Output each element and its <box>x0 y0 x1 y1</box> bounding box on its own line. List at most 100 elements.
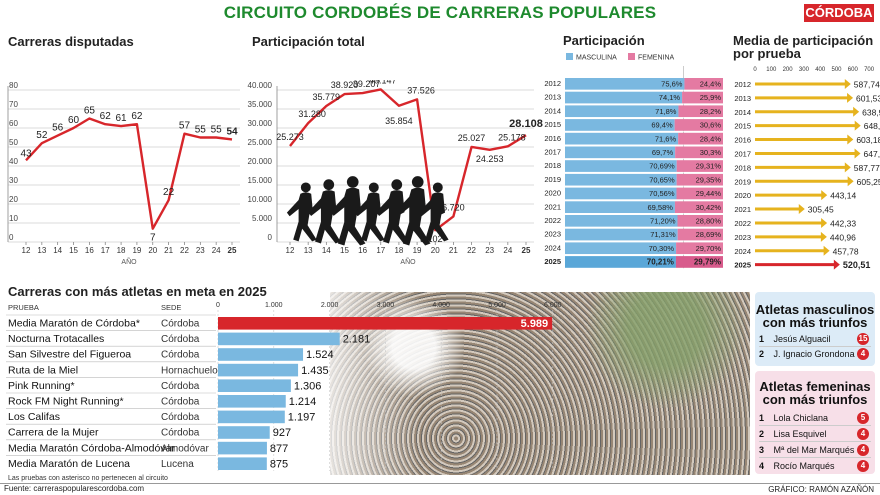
participacion-y-tick-label: 15.000 <box>248 176 273 185</box>
winner-female-row: 2 Lisa Esquivel 4 <box>759 427 871 442</box>
participacion-y-tick-label: 20.000 <box>248 157 273 166</box>
media-value-label: 603,18 <box>856 135 880 145</box>
race-name-label: Media Maratón de Lucena <box>8 458 130 470</box>
gender-year-label: 2015 <box>544 120 561 129</box>
bar-masculina <box>565 201 675 213</box>
gender-year-label: 2013 <box>544 93 561 102</box>
gender-year-label: 2023 <box>544 230 561 239</box>
bar-femenina <box>675 146 723 159</box>
race-sede-label: Córdoba <box>161 319 200 330</box>
participacion-data-label: 35.779 <box>313 92 341 102</box>
runner-silhouette-icon <box>376 179 409 244</box>
media-year-label: 2019 <box>734 177 751 186</box>
participacion-x-tick-label: 24 <box>503 246 512 255</box>
carreras-y-tick-label: 10 <box>9 214 18 223</box>
carreras-y-tick-label: 70 <box>9 100 18 109</box>
bar-masculina <box>565 91 683 104</box>
runner-head <box>346 176 359 188</box>
media-year-label: 2015 <box>734 122 751 131</box>
race-value-label: 875 <box>270 458 288 470</box>
media-title-line2: por prueba <box>733 46 801 61</box>
participacion-x-tick-label: 20 <box>431 246 440 255</box>
bar-femenina <box>676 173 723 186</box>
gender-bar-chart: MASCULINA FEMENINA 2012 75,6% 24,4% 2013 74,1%… <box>544 53 723 269</box>
media-title-line1: Media de participación <box>733 33 874 48</box>
race-bar <box>218 395 286 408</box>
carreras-x-tick-label: 15 <box>69 246 78 255</box>
bar-masculina <box>565 146 676 159</box>
top-x-tick-label: 6.000 <box>544 302 562 309</box>
credit-note: GRÁFICO: RAMÓN AZAÑÓN <box>768 485 874 494</box>
race-name-label: Los Califas <box>8 411 60 423</box>
media-x-tick-label: 100 <box>766 67 777 73</box>
bar-masculina <box>565 256 676 268</box>
runner-head <box>432 182 443 193</box>
media-year-label: 2020 <box>734 191 751 200</box>
participacion-x-tick-label: 22 <box>467 246 476 255</box>
race-name-label: San Silvestre del Figueroa <box>8 349 131 361</box>
carreras-data-label: 55 <box>211 125 223 136</box>
race-value-label: 1.435 <box>301 365 329 377</box>
runner-body <box>376 190 409 244</box>
media-year-label: 2016 <box>734 136 751 145</box>
source-note: Fuente: carreraspopularescordoba.com <box>4 484 145 493</box>
top-x-tick-label: 4.000 <box>432 302 450 309</box>
media-arrow-head <box>853 106 860 117</box>
race-name-label: Rock FM Night Running* <box>8 396 124 408</box>
media-arrow-head <box>823 245 830 256</box>
gender-label-masculina: 70,30% <box>649 244 675 253</box>
carreras-data-label: 57 <box>179 121 191 132</box>
runner-head <box>300 182 311 193</box>
media-arrow-head <box>821 217 828 228</box>
gender-label-masculina: 69,58% <box>647 203 673 212</box>
gender-label-femenina: 24,4% <box>700 80 722 89</box>
race-value-label: 1.524 <box>306 349 334 361</box>
media-value-label: 648,66 <box>864 121 880 131</box>
race-bar <box>218 410 285 424</box>
top-x-tick-label: 1.000 <box>265 302 283 309</box>
gender-label-masculina: 70,21% <box>647 258 674 267</box>
bar-femenina <box>682 91 723 104</box>
participacion-y-tick-label: 5.000 <box>252 214 273 223</box>
media-arrow-head <box>844 78 851 89</box>
carreras-line-chart: 0 10 20 30 40 50 60 70 80 12 13 14 15 16 17 18 19 20 21 22 2… <box>7 81 240 266</box>
bar-femenina <box>674 119 723 131</box>
carreras-y-tick-label: 80 <box>9 81 18 90</box>
race-bar <box>218 441 267 455</box>
carreras-y-tick-label: 40 <box>9 157 18 166</box>
media-x-tick-label: 400 <box>815 67 826 73</box>
race-name-label: Carrera de la Mujer <box>8 427 99 439</box>
participacion-data-label: 25.178 <box>498 132 526 142</box>
carreras-data-label: 54 <box>226 126 238 137</box>
media-x-tick-label: 500 <box>831 67 842 73</box>
participacion-y-tick-label: 35.000 <box>248 100 273 109</box>
runner-silhouette-icon <box>395 176 431 246</box>
participacion-y-tick-label: 40.000 <box>248 81 273 90</box>
bar-masculina <box>565 215 678 227</box>
race-name-label: Nocturna Trotacalles <box>8 333 104 345</box>
gender-year-label: 2021 <box>544 202 561 211</box>
participacion-x-tick-label: 13 <box>304 246 313 255</box>
winners-female-box: Atletas femeninas con más triunfos 1 Lol… <box>755 371 875 474</box>
participacion-data-label: 38.920 <box>331 80 359 90</box>
legend-swatch-femenina <box>628 53 635 60</box>
bar-masculina <box>565 242 677 255</box>
winners-male-box: Atletas masculinos con más triunfos 1 Je… <box>755 292 875 366</box>
gender-year-label: 2019 <box>544 175 561 184</box>
race-name-label: Ruta de la Miel <box>8 364 78 376</box>
race-bar <box>218 332 340 346</box>
gender-year-label: 2025 <box>544 257 561 266</box>
participacion-x-tick-label: 21 <box>449 246 458 255</box>
media-year-label: 2022 <box>734 219 751 228</box>
gender-year-label: 2022 <box>544 216 561 225</box>
participacion-x-tick-label: 25 <box>522 246 531 255</box>
carreras-y-tick-label: 30 <box>9 176 18 185</box>
participacion-x-tick-label: 14 <box>322 246 331 255</box>
carreras-x-tick-label: 16 <box>85 246 94 255</box>
participacion-x-tick-label: 17 <box>376 246 385 255</box>
bar-masculina <box>565 132 679 145</box>
bar-masculina <box>565 160 677 172</box>
race-value-label: 1.214 <box>289 396 317 408</box>
participacion-y-tick-label: 0 <box>268 233 273 242</box>
race-sede-label: Almodóvar <box>161 443 209 454</box>
